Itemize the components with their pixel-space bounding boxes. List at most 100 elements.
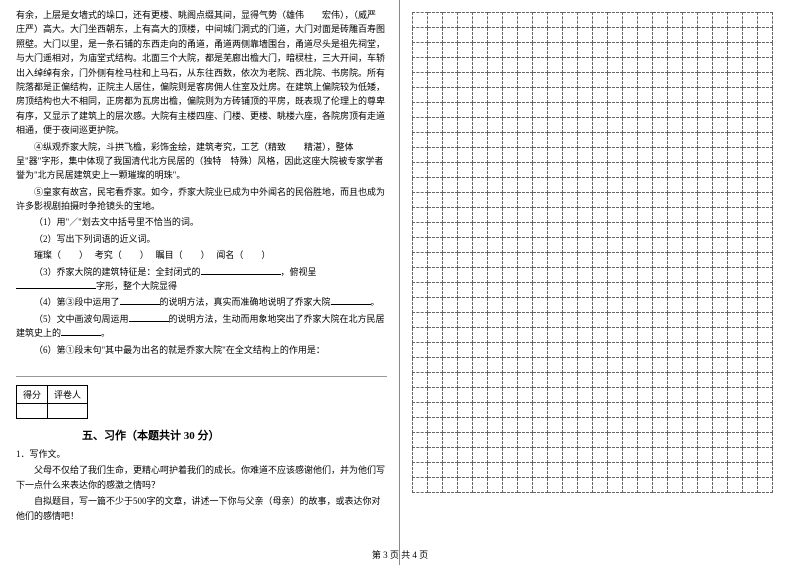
- word-4: 闻名（ ）: [216, 250, 270, 260]
- grid-cell: [713, 163, 728, 178]
- grid-cell: [758, 463, 773, 478]
- grid-cell: [533, 118, 548, 133]
- grid-cell: [593, 208, 608, 223]
- grid-cell: [713, 283, 728, 298]
- grid-cell: [578, 268, 593, 283]
- grid-cell: [608, 28, 623, 43]
- grid-cell: [563, 463, 578, 478]
- grid-cell: [458, 73, 473, 88]
- grid-cell: [443, 118, 458, 133]
- grid-cell: [518, 448, 533, 463]
- grid-cell: [413, 463, 428, 478]
- grid-cell: [413, 133, 428, 148]
- grid-cell: [443, 13, 458, 28]
- grid-cell: [608, 448, 623, 463]
- grid-cell: [473, 343, 488, 358]
- grid-cell: [548, 223, 563, 238]
- grid-cell: [428, 208, 443, 223]
- grid-cell: [473, 253, 488, 268]
- grid-cell: [743, 448, 758, 463]
- grid-cell: [758, 73, 773, 88]
- grid-cell: [623, 208, 638, 223]
- grid-cell: [593, 298, 608, 313]
- grid-cell: [593, 268, 608, 283]
- grid-cell: [473, 73, 488, 88]
- grid-cell: [683, 253, 698, 268]
- grid-cell: [503, 268, 518, 283]
- grid-cell: [653, 253, 668, 268]
- grid-cell: [638, 478, 653, 493]
- grid-cell: [758, 448, 773, 463]
- grid-cell: [593, 448, 608, 463]
- grid-cell: [713, 118, 728, 133]
- grid-cell: [443, 133, 458, 148]
- grid-cell: [728, 268, 743, 283]
- grid-cell: [548, 103, 563, 118]
- grid-cell: [578, 358, 593, 373]
- grid-cell: [563, 403, 578, 418]
- grid-cell: [653, 103, 668, 118]
- grid-cell: [758, 418, 773, 433]
- grid-cell: [548, 418, 563, 433]
- grid-cell: [593, 28, 608, 43]
- grid-cell: [413, 268, 428, 283]
- grid-cell: [668, 253, 683, 268]
- grid-cell: [668, 343, 683, 358]
- grid-cell: [563, 328, 578, 343]
- grid-cell: [743, 148, 758, 163]
- grid-cell: [578, 88, 593, 103]
- grid-cell: [638, 313, 653, 328]
- grid-cell: [488, 238, 503, 253]
- grid-cell: [563, 268, 578, 283]
- grid-cell: [428, 103, 443, 118]
- grid-cell: [458, 313, 473, 328]
- grid-cell: [623, 463, 638, 478]
- grid-cell: [668, 88, 683, 103]
- grid-cell: [548, 448, 563, 463]
- writing-grid: [412, 12, 773, 493]
- grid-cell: [638, 238, 653, 253]
- grid-cell: [458, 433, 473, 448]
- essay-item: 1．写作文。: [16, 447, 387, 461]
- grid-cell: [698, 223, 713, 238]
- grid-cell: [593, 133, 608, 148]
- grid-cell: [533, 133, 548, 148]
- grid-cell: [668, 403, 683, 418]
- grid-cell: [413, 313, 428, 328]
- grid-cell: [698, 73, 713, 88]
- grid-cell: [488, 163, 503, 178]
- grid-cell: [758, 328, 773, 343]
- grid-cell: [668, 328, 683, 343]
- grid-cell: [758, 283, 773, 298]
- grid-cell: [728, 88, 743, 103]
- grid-cell: [743, 433, 758, 448]
- grid-cell: [728, 418, 743, 433]
- grid-cell: [713, 43, 728, 58]
- grid-cell: [578, 133, 593, 148]
- grid-cell: [638, 43, 653, 58]
- grid-cell: [758, 58, 773, 73]
- grid-cell: [758, 208, 773, 223]
- grid-cell: [518, 433, 533, 448]
- grid-cell: [458, 358, 473, 373]
- grid-cell: [578, 58, 593, 73]
- grid-cell: [758, 358, 773, 373]
- grid-cell: [683, 208, 698, 223]
- grid-cell: [698, 373, 713, 388]
- grid-cell: [623, 238, 638, 253]
- grid-cell: [413, 163, 428, 178]
- grid-cell: [758, 373, 773, 388]
- grid-cell: [488, 73, 503, 88]
- grid-cell: [758, 388, 773, 403]
- grid-cell: [473, 373, 488, 388]
- grid-cell: [713, 463, 728, 478]
- grid-cell: [503, 313, 518, 328]
- grid-cell: [473, 58, 488, 73]
- grid-cell: [443, 328, 458, 343]
- grid-cell: [458, 133, 473, 148]
- grid-cell: [443, 433, 458, 448]
- grid-cell: [713, 388, 728, 403]
- left-column: 有余，上层是女墙式的垛口，还有更楼、眺阁点缀其间，显得气势（雄伟 宏伟），（威严…: [0, 0, 400, 565]
- grid-cell: [548, 163, 563, 178]
- grid-cell: [578, 298, 593, 313]
